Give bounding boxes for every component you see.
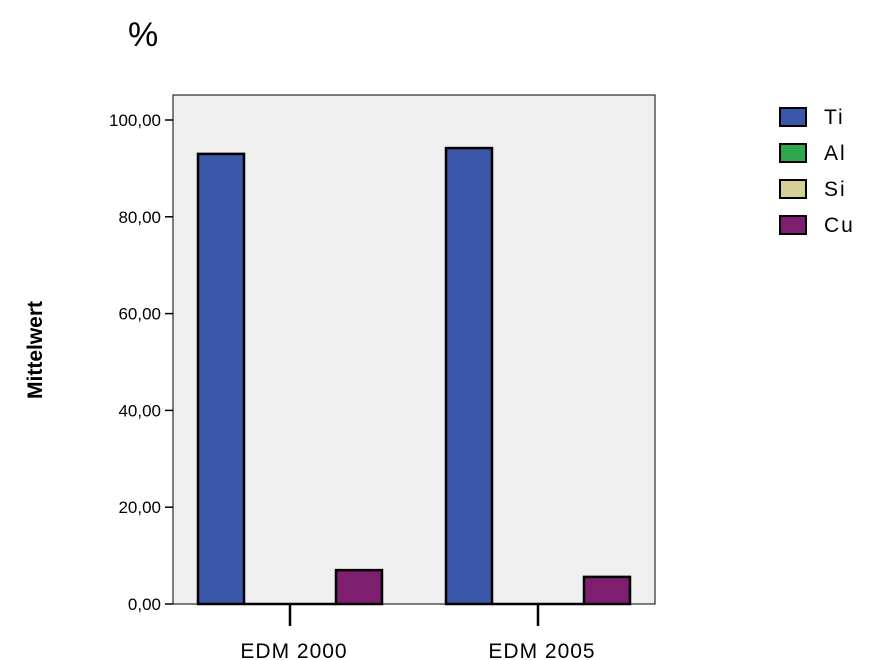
y-tick-label: 60,00 (118, 305, 161, 324)
legend-label: Si (824, 178, 847, 201)
legend-label: Cu (824, 214, 855, 237)
bar (582, 575, 632, 606)
x-axis: EDM 2000 EDM 2005 (240, 604, 595, 660)
legend-label: Al (824, 142, 847, 165)
legend: Ti Al Si Cu (779, 106, 855, 237)
x-tick-label: EDM 2000 (240, 640, 347, 660)
y-axis: 0,00 20,00 40,00 60,00 80,00 100,00 (109, 111, 173, 614)
bar (196, 152, 246, 606)
y-tick-label: 80,00 (118, 208, 161, 227)
bar (334, 568, 384, 606)
plot-area (172, 94, 656, 605)
legend-swatch (779, 179, 807, 199)
y-tick-label: 20,00 (118, 498, 161, 517)
legend-swatch (779, 143, 807, 163)
chart-title: % (128, 16, 158, 54)
y-tick-label: 0,00 (128, 595, 161, 614)
bars (196, 146, 632, 606)
legend-swatch (779, 107, 807, 127)
y-tick-label: 100,00 (109, 111, 161, 130)
legend-label: Ti (824, 106, 845, 129)
bar (444, 146, 494, 606)
x-tick-label: EDM 2005 (488, 640, 595, 660)
y-tick-label: 40,00 (118, 401, 161, 420)
legend-swatch (779, 215, 807, 235)
y-axis-label: Mittelwert (24, 301, 47, 399)
